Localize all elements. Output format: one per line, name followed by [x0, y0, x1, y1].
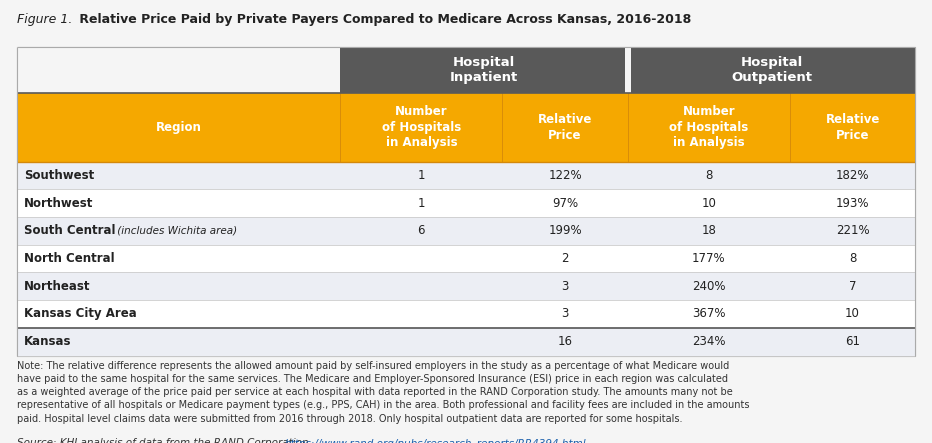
Text: 8: 8 — [706, 169, 713, 182]
Text: 18: 18 — [702, 225, 717, 237]
Text: 10: 10 — [845, 307, 860, 320]
Bar — [17, 245, 340, 272]
Bar — [502, 190, 628, 217]
Bar — [340, 300, 502, 328]
Text: 6: 6 — [418, 225, 425, 237]
Bar — [17, 272, 340, 300]
Text: Relative
Price: Relative Price — [538, 113, 592, 142]
Bar — [790, 217, 915, 245]
Text: Relative
Price: Relative Price — [826, 113, 880, 142]
Text: 199%: 199% — [548, 225, 582, 237]
Text: Hospital
Inpatient: Hospital Inpatient — [450, 55, 518, 84]
Bar — [502, 162, 628, 190]
Bar — [340, 93, 502, 162]
Text: Figure 1.: Figure 1. — [17, 13, 72, 26]
Text: 182%: 182% — [836, 169, 870, 182]
Bar — [628, 300, 790, 328]
Bar — [17, 162, 340, 190]
Text: 16: 16 — [557, 335, 572, 348]
Bar — [628, 93, 790, 162]
Text: Source: KHI analysis of data from the RAND Corporation,: Source: KHI analysis of data from the RA… — [17, 439, 315, 443]
Text: 8: 8 — [849, 252, 857, 265]
Text: Region: Region — [156, 121, 201, 134]
Bar — [502, 93, 628, 162]
Bar — [17, 93, 340, 162]
Bar — [17, 328, 340, 355]
Bar — [502, 328, 628, 355]
Bar — [340, 328, 502, 355]
Text: 7: 7 — [849, 280, 857, 293]
Bar — [340, 272, 502, 300]
Text: Hospital
Outpatient: Hospital Outpatient — [731, 55, 812, 84]
Text: 367%: 367% — [692, 307, 726, 320]
Text: South Central: South Central — [24, 225, 116, 237]
Bar — [790, 272, 915, 300]
Text: https://www.rand.org/pubs/research_reports/RR4394.html: https://www.rand.org/pubs/research_repor… — [284, 439, 586, 443]
Text: 240%: 240% — [692, 280, 726, 293]
Text: Number
of Hospitals
in Analysis: Number of Hospitals in Analysis — [669, 105, 748, 149]
Bar — [17, 47, 340, 93]
Text: 10: 10 — [702, 197, 717, 210]
Bar — [502, 217, 628, 245]
Bar — [628, 245, 790, 272]
Text: 177%: 177% — [692, 252, 726, 265]
Bar — [502, 300, 628, 328]
Bar — [628, 190, 790, 217]
Text: Number
of Hospitals
in Analysis: Number of Hospitals in Analysis — [382, 105, 461, 149]
Bar — [17, 300, 340, 328]
Bar — [17, 190, 340, 217]
Text: 3: 3 — [561, 307, 569, 320]
Text: 2: 2 — [561, 252, 569, 265]
Bar — [17, 47, 915, 355]
Bar — [340, 162, 502, 190]
Text: 234%: 234% — [692, 335, 726, 348]
Bar — [628, 272, 790, 300]
Bar — [790, 162, 915, 190]
Text: Northwest: Northwest — [24, 197, 93, 210]
Text: 122%: 122% — [548, 169, 582, 182]
Text: Relative Price Paid by Private Payers Compared to Medicare Across Kansas, 2016-2: Relative Price Paid by Private Payers Co… — [75, 13, 692, 26]
Bar — [340, 217, 502, 245]
Text: 193%: 193% — [836, 197, 870, 210]
Bar — [790, 93, 915, 162]
Text: 3: 3 — [561, 280, 569, 293]
Text: 1: 1 — [418, 169, 425, 182]
Text: 97%: 97% — [552, 197, 578, 210]
Bar — [340, 190, 502, 217]
Text: Southwest: Southwest — [24, 169, 94, 182]
Bar — [340, 245, 502, 272]
Bar — [790, 328, 915, 355]
Bar — [790, 300, 915, 328]
Bar — [628, 328, 790, 355]
Text: 1: 1 — [418, 197, 425, 210]
Text: Kansas City Area: Kansas City Area — [24, 307, 137, 320]
Bar — [502, 245, 628, 272]
Text: Kansas: Kansas — [24, 335, 72, 348]
Bar — [17, 217, 340, 245]
Bar — [340, 47, 628, 93]
Text: 221%: 221% — [836, 225, 870, 237]
Text: Northeast: Northeast — [24, 280, 90, 293]
Text: North Central: North Central — [24, 252, 115, 265]
Bar — [790, 245, 915, 272]
Bar — [628, 47, 915, 93]
Text: (includes Wichita area): (includes Wichita area) — [114, 226, 237, 236]
Text: Note: The relative difference represents the allowed amount paid by self-insured: Note: The relative difference represents… — [17, 361, 749, 424]
Bar — [625, 47, 631, 93]
Bar — [790, 190, 915, 217]
Bar — [628, 162, 790, 190]
Bar — [628, 217, 790, 245]
Bar — [502, 272, 628, 300]
Text: 61: 61 — [845, 335, 860, 348]
